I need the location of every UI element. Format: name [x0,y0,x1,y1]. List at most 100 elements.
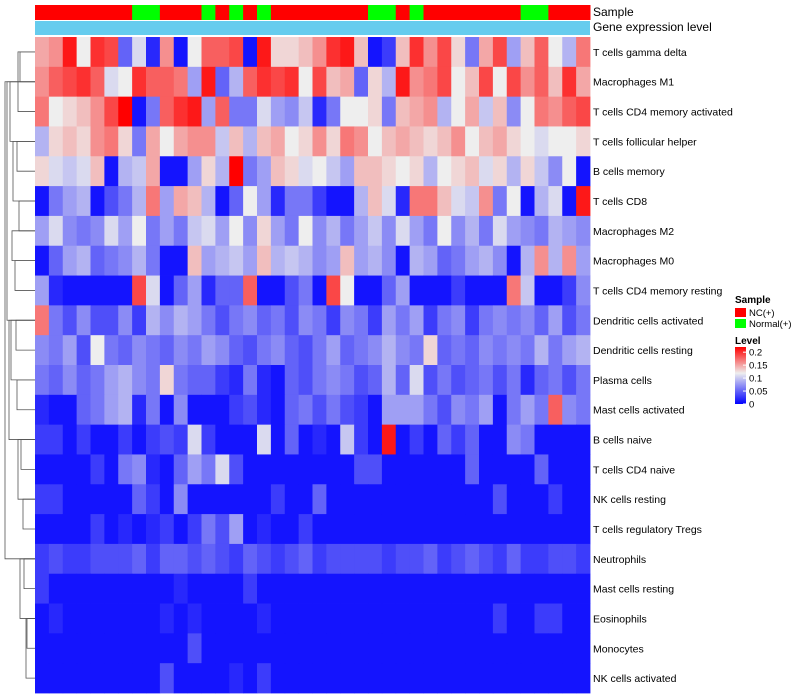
heatmap-cell [62,305,78,336]
sample-annotation-cell [423,5,438,20]
heatmap-cell [76,394,91,426]
heatmap-cell [437,484,452,515]
heatmap-cell [479,633,494,664]
heatmap-cell [159,245,175,276]
heatmap-cell [506,335,522,366]
heatmap-cell [132,156,147,187]
heatmap-cell [35,603,50,634]
heatmap-cell [368,126,383,157]
heatmap-cell [381,37,397,68]
heatmap-cell [548,186,563,217]
heatmap-cell [270,305,286,336]
heatmap-cell [270,215,286,247]
heatmap-cell [48,454,64,485]
heatmap-cell [576,454,591,485]
heatmap-cell [298,126,313,157]
heatmap-cell [437,215,452,247]
heatmap-cell [479,245,494,276]
heatmap-cell [492,275,508,306]
heatmap-cell [520,156,535,187]
heatmap-cell [409,305,424,336]
heatmap-cell [270,245,286,276]
heatmap-cell [506,365,522,396]
heatmap-cell [270,663,286,694]
heatmap-cell [284,365,300,396]
heatmap-cell [465,424,480,455]
heatmap-cell [395,573,411,604]
heatmap-cell [35,215,50,247]
heatmap-cell [520,603,535,634]
heatmap-cell [257,156,272,187]
heatmap-cell [492,484,508,515]
heatmap-cell [229,305,244,336]
heatmap-cell [62,156,78,187]
heatmap-cell [132,126,147,157]
heatmap-cell [437,126,452,157]
heatmap-cell [243,186,258,217]
heatmap-cell [368,424,383,455]
heatmap-cell [437,603,452,634]
heatmap-cell [548,215,563,247]
heatmap-cell [298,275,313,306]
heatmap-cell [35,186,50,217]
row-label: T cells gamma delta [593,47,687,59]
heatmap-cell [159,663,175,694]
heatmap-cell [354,215,369,247]
heatmap-cell [146,633,161,664]
heatmap-cell [215,66,230,98]
legend: Sample NC(+) Normal(+) Level 0.20.150.10… [735,295,792,411]
heatmap-cell [270,454,286,485]
dendrogram-branch [23,558,35,590]
heatmap-cell [118,96,133,127]
heatmap-cell [173,543,189,575]
heatmap-cell [173,424,189,455]
heatmap-cell [479,394,494,426]
heatmap-cell [576,603,591,634]
heatmap-cell [90,365,105,396]
heatmap-cell [201,66,216,98]
heatmap-cell [548,633,563,664]
heatmap-cell [381,424,397,455]
heatmap-cell [90,186,105,217]
heatmap-cell [437,66,452,98]
heatmap-cell [62,663,78,694]
heatmap-cell [506,156,522,187]
heatmap-cell [465,365,480,396]
heatmap-cell [506,275,522,306]
row-label: Dendritic cells activated [593,315,703,327]
heatmap-cell [243,156,258,187]
heatmap-cell [62,186,78,217]
heatmap-cell [215,335,230,366]
heatmap-cell [118,126,133,157]
heatmap-cell [159,424,175,455]
heatmap-cell [381,275,397,306]
legend-tick-label: 0.2 [749,348,762,359]
heatmap-cell [201,96,216,127]
heatmap-cell [492,454,508,485]
heatmap-cell [479,543,494,575]
heatmap-cell [270,573,286,604]
heatmap-cell [423,603,438,634]
heatmap-cell [437,394,452,426]
row-label: NK cells activated [593,673,677,685]
heatmap-cell [132,305,147,336]
heatmap-cell [506,305,522,336]
heatmap-cell [159,394,175,426]
heatmap-cell [90,66,105,98]
heatmap-cell [90,96,105,127]
sample-annotation-cell [340,5,355,20]
heatmap-cell [492,514,508,545]
heatmap-cell [576,37,591,68]
heatmap-cell [284,663,300,694]
heatmap-cell [312,305,327,336]
heatmap-cell [312,603,327,634]
heatmap-cell [173,66,189,98]
heatmap-cell [118,603,133,634]
heatmap-cell [534,66,549,98]
heatmap-cell [284,96,300,127]
heatmap-cell [312,126,327,157]
sample-annotation-cell [409,5,424,20]
heatmap-cell [479,335,494,366]
heatmap-cell [201,335,216,366]
heatmap-cell [562,514,577,545]
